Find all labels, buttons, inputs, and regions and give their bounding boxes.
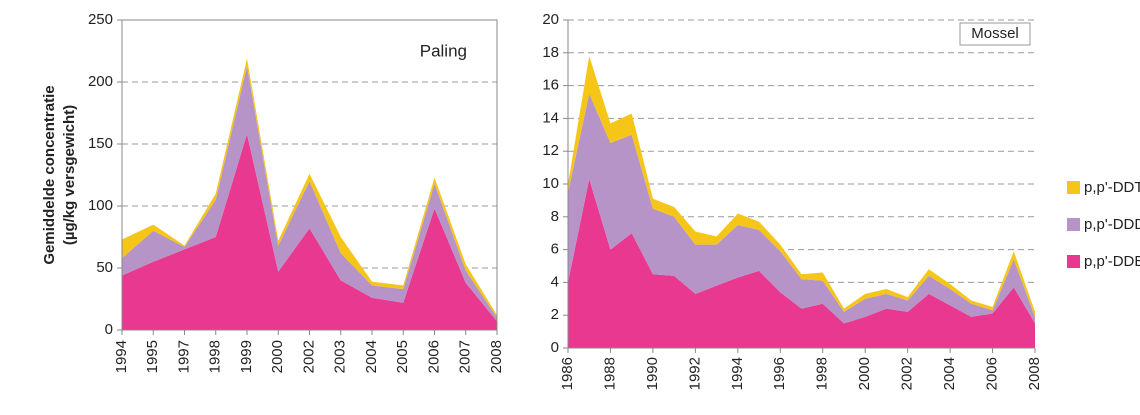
y-tick-label: 100 (88, 197, 113, 214)
x-tick-label: 2005 (394, 340, 411, 373)
y-axis-label: (µg/kg versgewicht) (61, 105, 78, 245)
x-tick-label: 2000 (269, 340, 286, 373)
y-tick-label: 14 (542, 109, 559, 126)
area-band (122, 65, 497, 322)
x-tick-label: 2007 (457, 340, 474, 373)
x-tick-label: 1996 (771, 357, 788, 390)
y-tick-label: 4 (551, 273, 559, 290)
title-box (959, 22, 1031, 46)
y-tick-label: 12 (542, 142, 559, 159)
x-tick-label: 1990 (644, 357, 661, 390)
x-tick-label: 2006 (425, 340, 442, 373)
x-tick-label: 2003 (332, 340, 349, 373)
chart-title: Paling (420, 41, 467, 60)
y-tick-label: 18 (542, 44, 559, 61)
y-tick-label: 20 (542, 11, 559, 28)
y-tick-label: 16 (542, 77, 559, 94)
x-tick-label: 1994 (729, 357, 746, 390)
chart-title: Mossel (971, 25, 1019, 42)
x-tick-label: 1994 (113, 340, 130, 373)
x-tick-label: 1999 (238, 340, 255, 373)
x-tick-label: 1992 (686, 357, 703, 390)
y-tick-label: 2 (551, 306, 559, 323)
area-band (568, 93, 1035, 324)
y-tick-label: 0 (105, 321, 113, 338)
area-band (122, 134, 497, 330)
x-tick-label: 1998 (814, 357, 831, 390)
legend-swatch (1067, 181, 1080, 194)
x-tick-label: 2006 (984, 357, 1001, 390)
legend-label: p,p'-DDE (1084, 253, 1140, 270)
x-tick-label: 1998 (207, 340, 224, 373)
y-tick-label: 10 (542, 175, 559, 192)
x-tick-label: 1988 (601, 357, 618, 390)
x-tick-label: 2000 (856, 357, 873, 390)
y-tick-label: 50 (96, 259, 113, 276)
x-tick-label: 2002 (300, 340, 317, 373)
legend-label: p,p'-DDT (1084, 179, 1140, 196)
y-tick-label: 6 (551, 241, 559, 258)
legend-label: p,p'-DDD (1084, 216, 1140, 233)
x-tick-label: 1997 (175, 340, 192, 373)
area-band (568, 179, 1035, 348)
legend-swatch (1067, 255, 1080, 268)
y-tick-label: 250 (88, 11, 113, 28)
y-tick-label: 0 (551, 339, 559, 356)
legend-swatch (1067, 218, 1080, 231)
x-tick-label: 2002 (899, 357, 916, 390)
x-tick-label: 1995 (144, 340, 161, 373)
y-axis-label: Gemiddelde concentratie (41, 85, 58, 264)
x-tick-label: 2004 (941, 357, 958, 390)
y-tick-label: 200 (88, 73, 113, 90)
x-tick-label: 2004 (363, 340, 380, 373)
y-tick-label: 8 (551, 208, 559, 225)
x-tick-label: 2008 (488, 340, 505, 373)
x-tick-label: 1986 (559, 357, 576, 390)
x-tick-label: 2008 (1026, 357, 1043, 390)
y-tick-label: 150 (88, 135, 113, 152)
